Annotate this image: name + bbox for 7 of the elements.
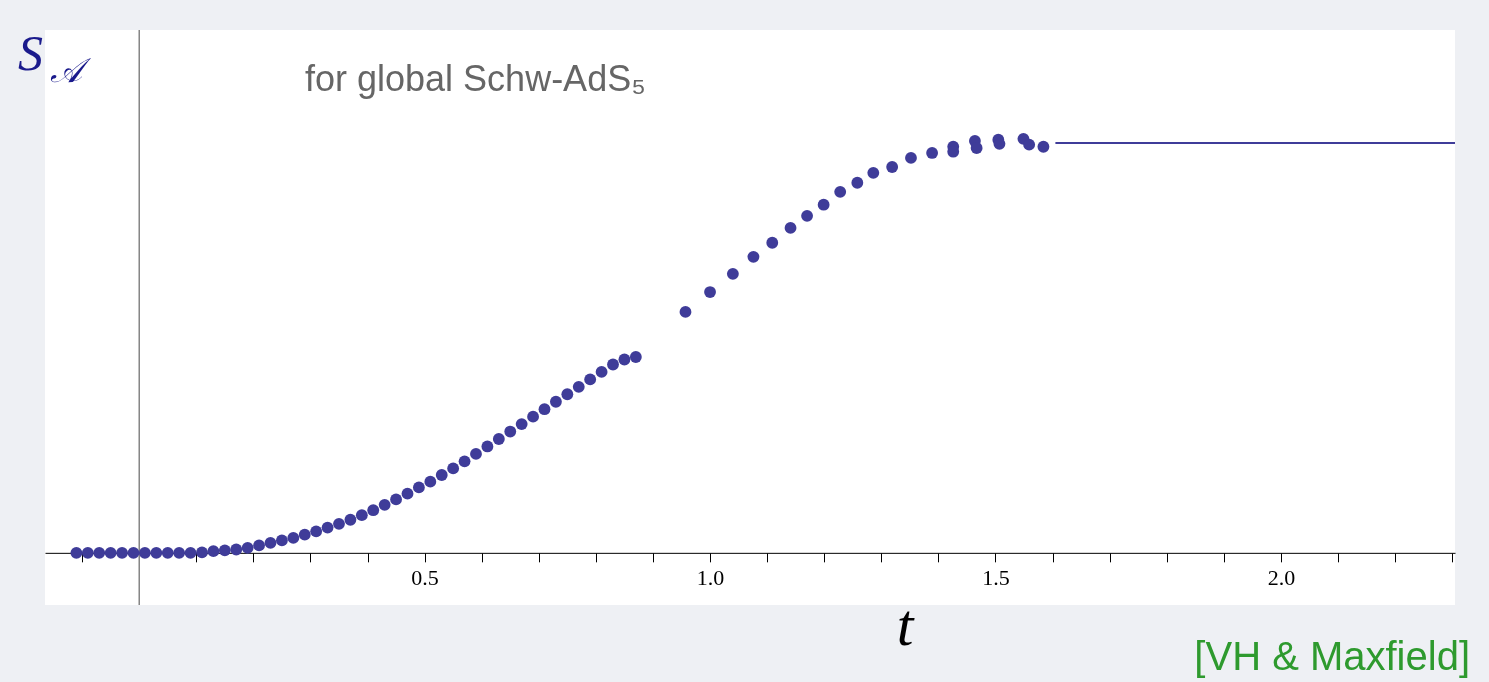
x-tick-label: 1.5 (982, 565, 1010, 591)
text: for global Schw-AdS₅ (305, 58, 646, 99)
x-axis-title: t (896, 592, 915, 658)
text: [VH & Maxfield] (1194, 634, 1470, 678)
x-tick-label: 1.0 (696, 565, 725, 591)
x-tick-label: 0.5 (411, 565, 439, 591)
x-tick-label: 2.0 (1267, 565, 1296, 591)
